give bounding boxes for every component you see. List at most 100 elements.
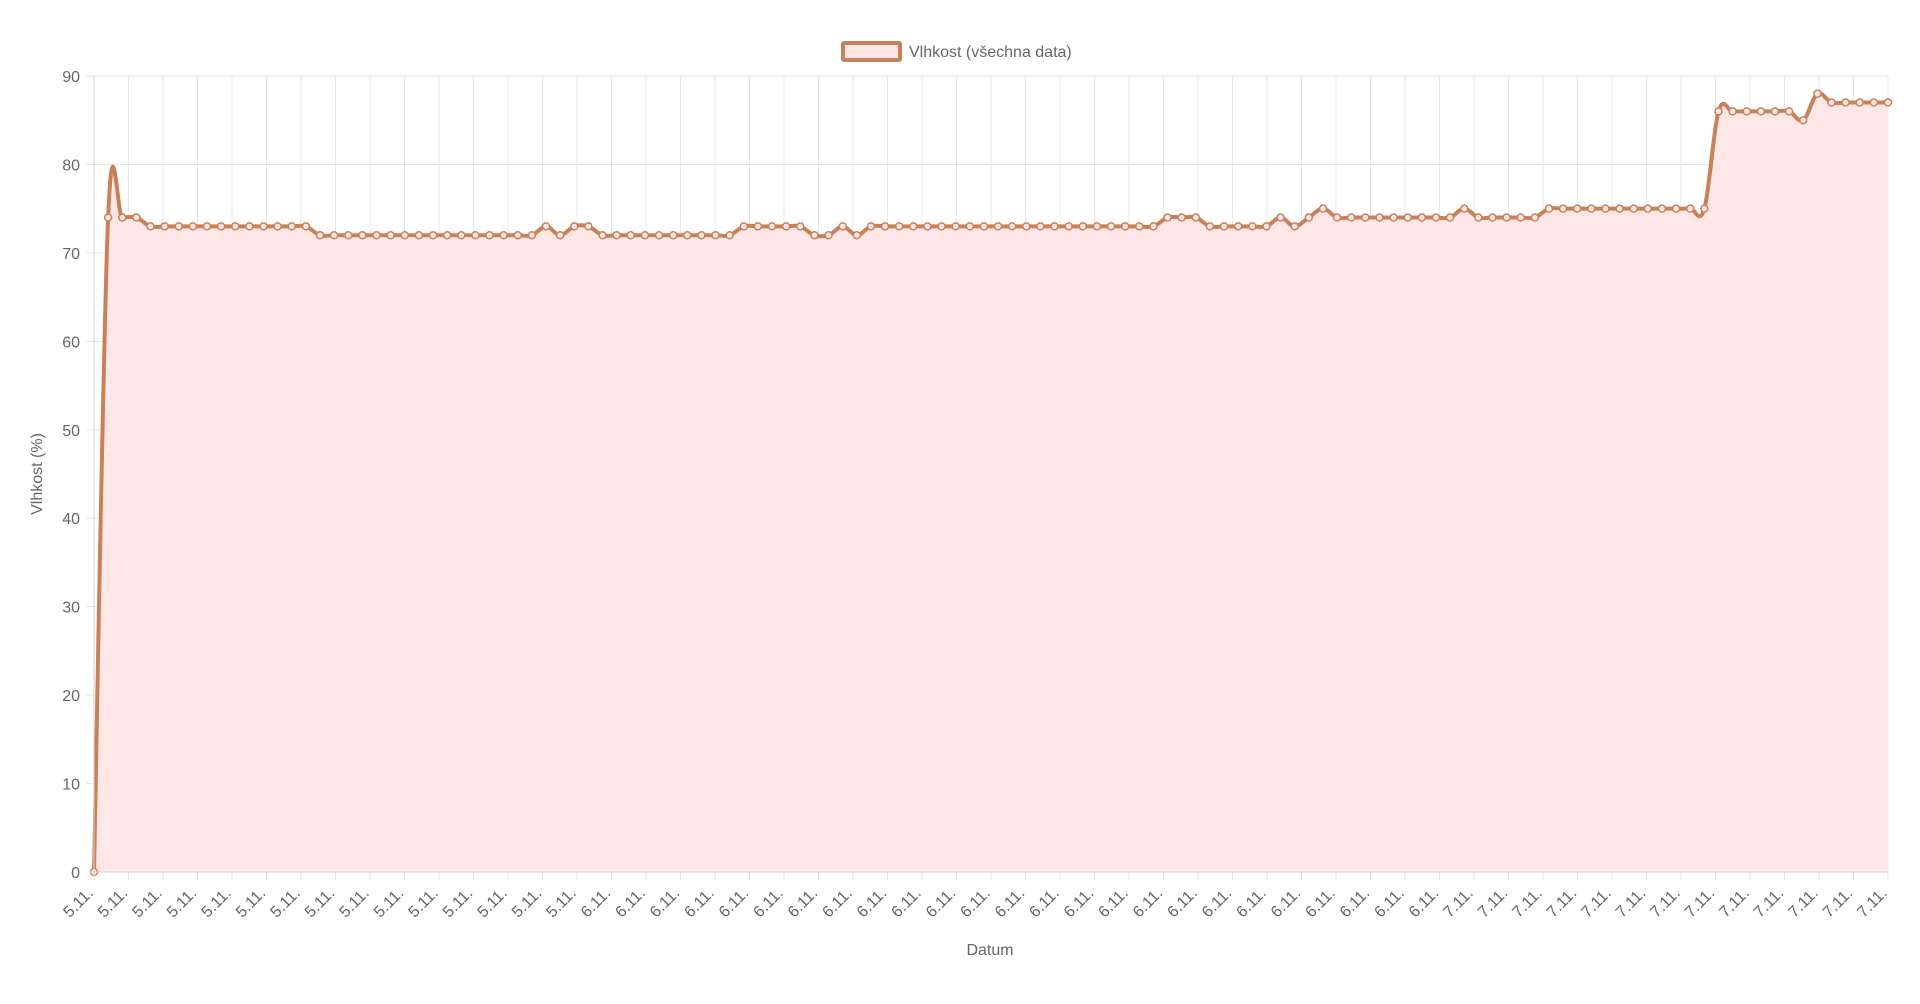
data-point[interactable] bbox=[1714, 107, 1723, 116]
data-point[interactable] bbox=[513, 230, 523, 240]
data-point[interactable] bbox=[202, 222, 212, 231]
data-point[interactable] bbox=[1700, 204, 1709, 213]
data-point[interactable] bbox=[781, 222, 791, 231]
data-point[interactable] bbox=[880, 222, 890, 231]
data-point[interactable] bbox=[1375, 213, 1384, 222]
data-point[interactable] bbox=[570, 222, 579, 231]
data-point[interactable] bbox=[683, 230, 692, 240]
data-point[interactable] bbox=[1685, 204, 1695, 213]
data-point[interactable] bbox=[1346, 213, 1356, 222]
data-point[interactable] bbox=[103, 213, 113, 222]
data-point[interactable] bbox=[1671, 204, 1681, 213]
data-point[interactable] bbox=[1728, 107, 1737, 116]
data-point[interactable] bbox=[767, 222, 777, 231]
data-point[interactable] bbox=[1587, 204, 1596, 213]
data-point[interactable] bbox=[414, 230, 424, 240]
data-point[interactable] bbox=[1248, 222, 1257, 231]
data-point[interactable] bbox=[245, 222, 254, 231]
data-point[interactable] bbox=[1855, 98, 1864, 107]
data-point[interactable] bbox=[146, 222, 155, 231]
data-point[interactable] bbox=[1036, 222, 1045, 231]
data-point[interactable] bbox=[527, 230, 537, 240]
data-point[interactable] bbox=[1770, 107, 1780, 116]
data-point[interactable] bbox=[485, 230, 494, 240]
data-point[interactable] bbox=[132, 213, 141, 222]
data-point[interactable] bbox=[287, 222, 297, 231]
data-point[interactable] bbox=[1149, 222, 1158, 231]
data-point[interactable] bbox=[1813, 89, 1822, 98]
data-point[interactable] bbox=[697, 230, 706, 240]
data-point[interactable] bbox=[1262, 222, 1271, 231]
data-point[interactable] bbox=[1389, 213, 1398, 222]
data-point[interactable] bbox=[1304, 213, 1314, 222]
data-point[interactable] bbox=[1191, 213, 1201, 222]
data-point[interactable] bbox=[1841, 98, 1850, 107]
data-point[interactable] bbox=[852, 230, 862, 240]
data-point[interactable] bbox=[1163, 213, 1172, 222]
data-point[interactable] bbox=[1403, 213, 1412, 222]
data-point[interactable] bbox=[965, 222, 975, 231]
data-point[interactable] bbox=[1050, 222, 1059, 231]
data-point[interactable] bbox=[1530, 213, 1540, 222]
data-point[interactable] bbox=[301, 222, 311, 231]
data-point[interactable] bbox=[1092, 222, 1102, 231]
legend-swatch[interactable] bbox=[841, 41, 902, 62]
data-point[interactable] bbox=[1615, 204, 1624, 213]
data-point[interactable] bbox=[1417, 213, 1427, 222]
legend-label[interactable]: Vlhkost (všechna data) bbox=[909, 44, 1072, 61]
data-point[interactable] bbox=[386, 230, 395, 240]
data-point[interactable] bbox=[471, 230, 480, 240]
data-point[interactable] bbox=[273, 222, 282, 231]
data-point[interactable] bbox=[1445, 213, 1455, 222]
data-point[interactable] bbox=[1078, 222, 1088, 231]
data-point[interactable] bbox=[259, 222, 268, 231]
data-point[interactable] bbox=[499, 230, 508, 240]
data-point[interactable] bbox=[909, 222, 918, 231]
data-point[interactable] bbox=[1135, 222, 1144, 231]
data-point[interactable] bbox=[329, 230, 339, 240]
data-point[interactable] bbox=[739, 222, 749, 231]
data-point[interactable] bbox=[1827, 98, 1836, 107]
data-point[interactable] bbox=[1106, 222, 1116, 231]
data-point[interactable] bbox=[1290, 222, 1299, 231]
data-point[interactable] bbox=[372, 230, 381, 240]
data-point[interactable] bbox=[1219, 222, 1229, 231]
data-point[interactable] bbox=[979, 222, 989, 231]
data-point[interactable] bbox=[584, 222, 593, 231]
data-point[interactable] bbox=[231, 222, 240, 231]
data-point[interactable] bbox=[838, 222, 847, 231]
data-point[interactable] bbox=[555, 230, 565, 240]
data-point[interactable] bbox=[1022, 222, 1031, 231]
data-point[interactable] bbox=[598, 230, 607, 240]
data-point[interactable] bbox=[1502, 213, 1511, 222]
data-point[interactable] bbox=[400, 230, 410, 240]
data-point[interactable] bbox=[668, 230, 678, 240]
data-point[interactable] bbox=[810, 230, 819, 240]
data-point[interactable] bbox=[1798, 115, 1808, 125]
data-point[interactable] bbox=[1459, 204, 1469, 213]
data-point[interactable] bbox=[1869, 98, 1879, 107]
data-point[interactable] bbox=[174, 222, 184, 231]
data-point[interactable] bbox=[1276, 213, 1285, 222]
data-point[interactable] bbox=[951, 222, 960, 231]
data-point[interactable] bbox=[1572, 204, 1582, 213]
data-point[interactable] bbox=[1332, 213, 1342, 222]
data-point[interactable] bbox=[1361, 213, 1370, 222]
data-point[interactable] bbox=[923, 222, 932, 231]
data-point[interactable] bbox=[1474, 213, 1483, 222]
data-point[interactable] bbox=[626, 230, 636, 240]
data-point[interactable] bbox=[541, 222, 551, 231]
data-point[interactable] bbox=[457, 230, 466, 240]
data-point[interactable] bbox=[344, 230, 353, 240]
data-point[interactable] bbox=[160, 222, 169, 231]
data-point[interactable] bbox=[753, 222, 763, 231]
data-point[interactable] bbox=[428, 230, 438, 240]
data-point[interactable] bbox=[711, 230, 720, 240]
data-point[interactable] bbox=[1756, 107, 1766, 116]
data-point[interactable] bbox=[1601, 204, 1610, 213]
data-point[interactable] bbox=[824, 230, 833, 240]
data-point[interactable] bbox=[1431, 213, 1441, 222]
data-point[interactable] bbox=[1007, 222, 1017, 231]
legend[interactable]: Vlhkost (všechna data) bbox=[841, 41, 1072, 62]
data-point[interactable] bbox=[1742, 107, 1751, 116]
